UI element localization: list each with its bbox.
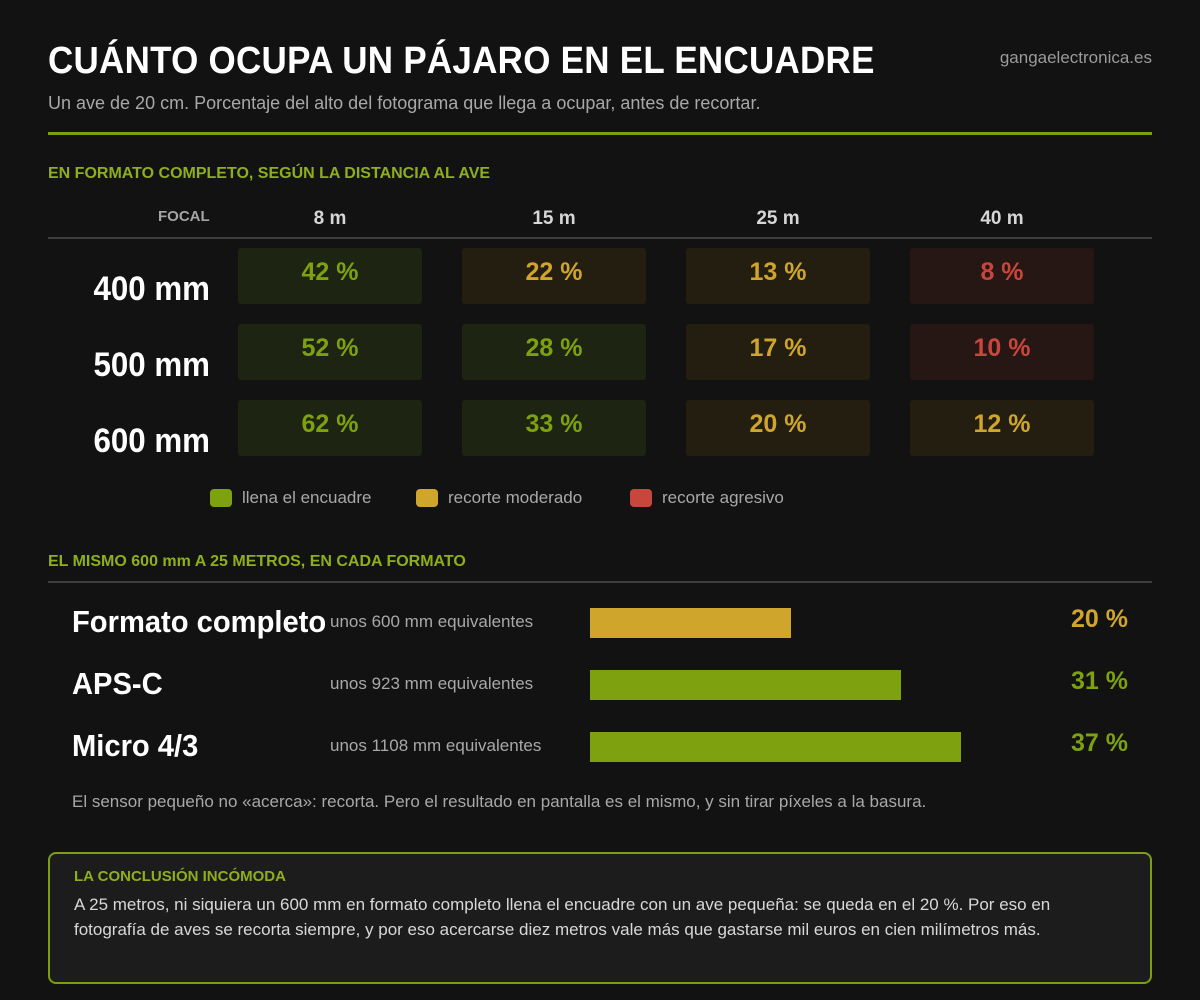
legend-label-aggressive: recorte agresivo bbox=[662, 488, 784, 507]
section-format-heading: EL MISMO 600 mm A 25 METROS, EN CADA FOR… bbox=[48, 553, 466, 570]
distance-header-40m: 40 m bbox=[980, 208, 1024, 229]
sensor-note: El sensor pequeño no «acerca»: recorta. … bbox=[72, 792, 927, 811]
table-header-divider bbox=[48, 237, 1152, 239]
bar-value-micro-four-thirds: 37 % bbox=[1071, 729, 1128, 757]
distance-header-15m: 15 m bbox=[532, 208, 576, 229]
conclusion-text: A 25 metros, ni siquiera un 600 mm en fo… bbox=[74, 895, 1051, 939]
bar-value-aps-c: 31 % bbox=[1071, 667, 1128, 695]
cell-500mm-40m: 10 % bbox=[910, 324, 1094, 380]
format-section-divider bbox=[48, 581, 1152, 583]
format-name-aps-c: APS-C bbox=[72, 666, 163, 701]
lens-label-500: 500 mm bbox=[93, 346, 210, 384]
cell-600mm-8m: 62 % bbox=[238, 400, 422, 456]
cell-400mm-40m: 8 % bbox=[910, 248, 1094, 304]
cell-400mm-15m: 22 % bbox=[462, 248, 646, 304]
section-distance-heading: EN FORMATO COMPLETO, SEGÚN LA DISTANCIA … bbox=[48, 165, 491, 182]
cell-500mm-8m: 52 % bbox=[238, 324, 422, 380]
page-title: CUÁNTO OCUPA UN PÁJARO EN EL ENCUADRE bbox=[48, 40, 875, 82]
cell-400mm-8m: 42 % bbox=[238, 248, 422, 304]
format-equivalent-aps-c: unos 923 mm equivalentes bbox=[330, 674, 534, 693]
cell-600mm-15m: 33 % bbox=[462, 400, 646, 456]
header-divider bbox=[48, 132, 1152, 135]
cell-400mm-25m: 13 % bbox=[686, 248, 870, 304]
bar-value-full-frame: 20 % bbox=[1071, 605, 1128, 633]
conclusion-box: LA CONCLUSIÓN INCÓMODA A 25 metros, ni s… bbox=[48, 852, 1152, 984]
legend-fill: llena el encuadre bbox=[210, 488, 371, 508]
legend-label-fill: llena el encuadre bbox=[242, 488, 372, 507]
distance-header-25m: 25 m bbox=[756, 208, 800, 229]
cell-600mm-40m: 12 % bbox=[910, 400, 1094, 456]
format-equivalent-full-frame: unos 600 mm equivalentes bbox=[330, 612, 534, 631]
bar-aps-c bbox=[590, 670, 901, 700]
page-subtitle: Un ave de 20 cm. Porcentaje del alto del… bbox=[48, 93, 761, 113]
site-name: gangaelectronica.es bbox=[999, 48, 1152, 67]
cell-600mm-25m: 20 % bbox=[686, 400, 870, 456]
format-equivalent-micro-four-thirds: unos 1108 mm equivalentes bbox=[330, 736, 542, 755]
cell-500mm-15m: 28 % bbox=[462, 324, 646, 380]
format-name-micro-four-thirds: Micro 4/3 bbox=[72, 728, 199, 763]
legend-swatch-fill bbox=[210, 489, 232, 507]
focal-column-header: FOCAL bbox=[158, 208, 210, 225]
distance-header-8m: 8 m bbox=[313, 208, 347, 229]
format-name-full-frame: Formato completo bbox=[72, 604, 327, 639]
legend-label-moderate: recorte moderado bbox=[448, 488, 583, 507]
legend-moderate: recorte moderado bbox=[416, 488, 582, 508]
legend-aggressive: recorte agresivo bbox=[630, 488, 784, 508]
bar-full-frame bbox=[590, 608, 791, 638]
conclusion-heading: LA CONCLUSIÓN INCÓMODA bbox=[74, 868, 286, 885]
legend-swatch-moderate bbox=[416, 489, 438, 507]
lens-label-600: 600 mm bbox=[93, 422, 210, 460]
cell-500mm-25m: 17 % bbox=[686, 324, 870, 380]
bar-micro-four-thirds bbox=[590, 732, 961, 762]
legend-swatch-aggressive bbox=[630, 489, 652, 507]
lens-label-400: 400 mm bbox=[93, 270, 210, 308]
